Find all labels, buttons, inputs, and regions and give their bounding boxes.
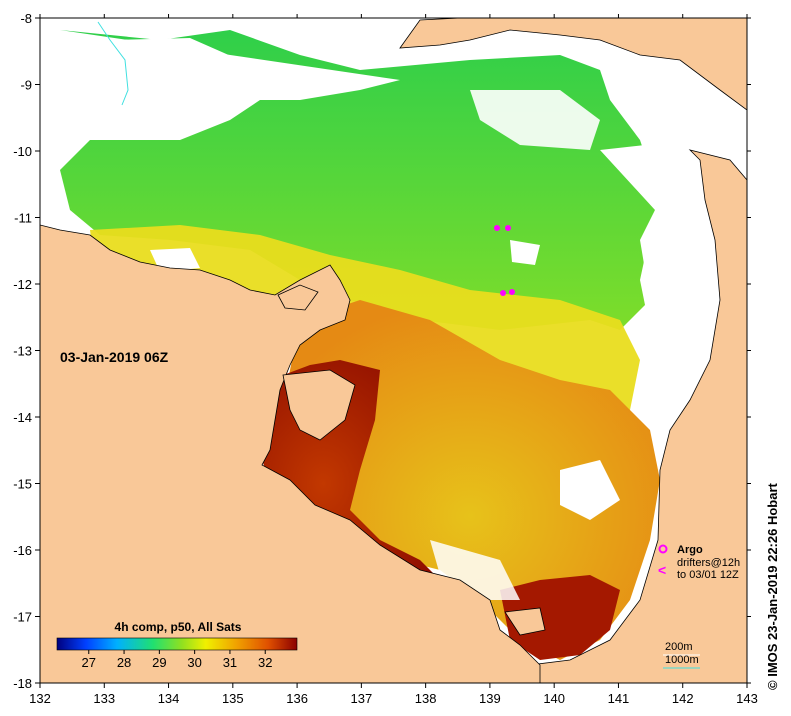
x-tick-label: 136 — [286, 691, 308, 706]
y-tick-label: -16 — [13, 543, 32, 558]
colorbar-tick-label: 29 — [152, 655, 166, 670]
y-tick-label: -9 — [20, 78, 32, 93]
x-tick-label: 133 — [93, 691, 115, 706]
colorbar-gradient — [56, 637, 298, 651]
x-axis-labels: 132 133 134 135 136 137 138 139 140 141 142 143 — [29, 691, 758, 706]
y-tick-label: -14 — [13, 410, 32, 425]
isobath-legend: 200m 1000m — [663, 641, 700, 669]
y-axis-labels: -8 -9 -10 -11 -12 -13 -14 -15 -16 -17 -18 — [13, 11, 32, 691]
x-tick-label: 135 — [222, 691, 244, 706]
x-tick-label: 134 — [158, 691, 180, 706]
y-tick-label: -10 — [13, 144, 32, 159]
x-tick-label: 137 — [351, 691, 373, 706]
colorbar-title: 4h comp, p50, All Sats — [115, 620, 242, 634]
argo-legend-label: Argo — [677, 544, 703, 556]
x-tick-label: 139 — [479, 691, 501, 706]
credit-text: © IMOS 23-Jan-2019 22:26 Hobart — [765, 482, 780, 690]
land — [40, 18, 747, 683]
axis-ticks — [35, 14, 751, 688]
x-tick-label: 142 — [672, 691, 694, 706]
argo-legend-icon — [658, 544, 668, 554]
date-label: 03-Jan-2019 06Z — [60, 349, 169, 365]
x-tick-label: 138 — [415, 691, 437, 706]
copyright-icon: © — [765, 677, 780, 690]
colorbar-tick-label: 30 — [187, 655, 201, 670]
y-tick-label: -18 — [13, 676, 32, 691]
drifter-legend-icon: < — [658, 562, 666, 578]
x-tick-label: 143 — [736, 691, 758, 706]
legend: Argo < drifters@12h to 03/01 12Z — [658, 544, 740, 581]
y-tick-label: -8 — [20, 11, 32, 26]
colorbar-ticks: 27 28 29 30 31 32 — [82, 650, 272, 670]
drifters-legend-to: to 03/01 12Z — [677, 569, 739, 581]
colorbar: 4h comp, p50, All Sats 27 28 29 30 31 32 — [56, 620, 298, 670]
x-tick-label: 140 — [543, 691, 565, 706]
y-tick-label: -11 — [14, 211, 32, 226]
isobath-1000m-line — [97, 21, 129, 106]
y-tick-label: -12 — [13, 277, 32, 292]
y-tick-label: -15 — [13, 477, 32, 492]
y-tick-label: -17 — [13, 610, 32, 625]
argo-markers — [494, 225, 515, 296]
colorbar-tick-label: 32 — [258, 655, 272, 670]
y-tick-label: -13 — [13, 344, 32, 359]
colorbar-tick-label: 27 — [82, 655, 96, 670]
isobath-1000m-label: 1000m — [665, 654, 699, 666]
drifters-legend-label: drifters@12h — [677, 557, 740, 569]
isobath-200m-label: 200m — [665, 641, 693, 653]
x-tick-label: 141 — [608, 691, 630, 706]
colorbar-tick-label: 31 — [223, 655, 237, 670]
colorbar-tick-label: 28 — [117, 655, 131, 670]
x-tick-label: 132 — [29, 691, 51, 706]
